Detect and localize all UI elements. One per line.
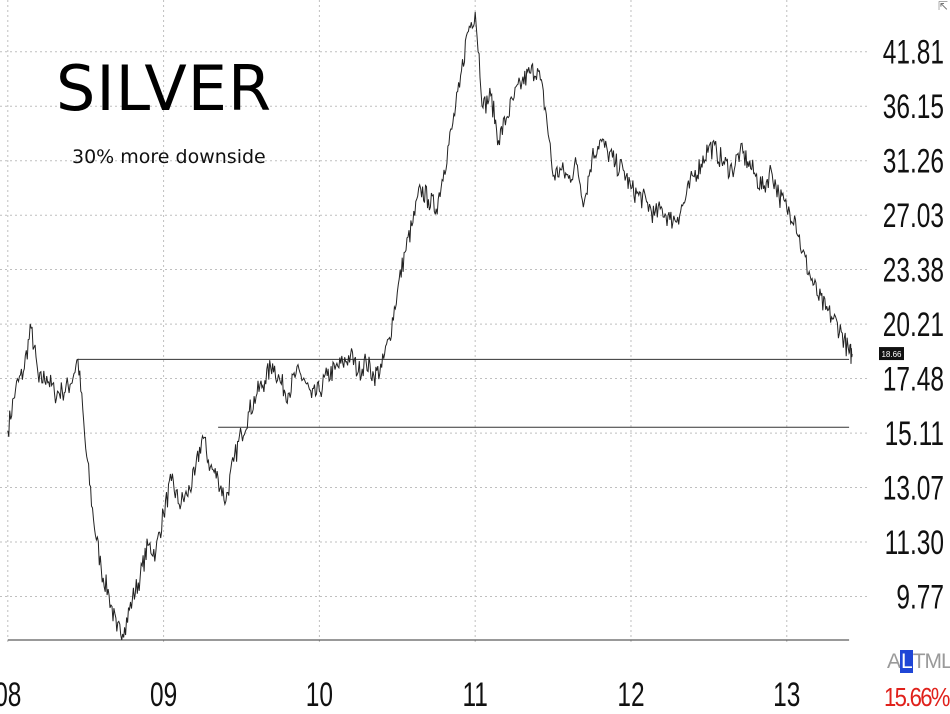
x-tick-label: 10 (306, 676, 333, 714)
y-tick-label: 11.30 (885, 524, 944, 562)
change-percent: 15.66% (884, 682, 950, 712)
reference-lines (7, 358, 850, 641)
x-tick-label: 13 (773, 676, 800, 714)
scale-mode-switch[interactable]: ALTML (887, 650, 950, 674)
y-tick-label: 23.38 (883, 252, 944, 290)
axis-labels: 9.77 11.30 13.07 15.11 17.48 20.21 23.38 27.03 3… (0, 34, 944, 714)
y-tick-label: 9.77 (896, 579, 944, 617)
x-tick-label: 11 (462, 676, 487, 714)
chart-subtitle: 30% more downside (72, 146, 266, 168)
y-tick-label: 41.81 (883, 34, 944, 72)
chart-title: SILVER (56, 52, 273, 125)
x-tick-label: 09 (150, 676, 177, 714)
last-price-label: 18.66 (881, 350, 902, 359)
y-tick-label: 31.26 (883, 143, 944, 181)
y-tick-label: 15.11 (885, 415, 944, 453)
y-tick-label: 13.07 (883, 470, 944, 508)
y-tick-label: 17.48 (883, 361, 944, 399)
scale-mode-tml[interactable]: TML (912, 650, 950, 673)
scale-mode-l[interactable]: L (900, 650, 913, 673)
y-tick-label: 36.15 (883, 88, 944, 126)
silver-price-line (7, 11, 853, 641)
x-tick-label: 12 (617, 676, 644, 714)
x-tick-label: 08 (0, 676, 21, 714)
scale-mode-a[interactable]: A (887, 650, 901, 673)
series-layer (7, 11, 853, 641)
corner-arrow-icon[interactable]: ⇱ (938, 0, 949, 13)
last-price-marker (879, 347, 904, 361)
y-tick-label: 27.03 (883, 197, 944, 235)
y-tick-label: 20.21 (883, 306, 944, 344)
